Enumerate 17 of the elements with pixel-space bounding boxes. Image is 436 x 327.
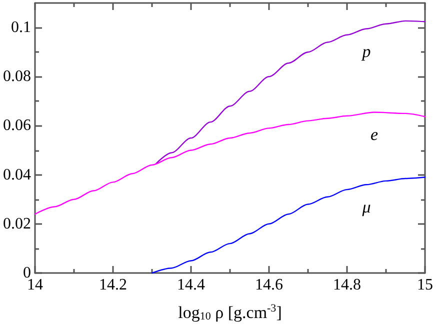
x-tick-label: 14.2	[99, 276, 127, 294]
x-tick-label: 14	[27, 276, 43, 294]
x-tick-label: 14.6	[255, 276, 283, 294]
line-series	[151, 176, 426, 274]
x-tick-label: 14.4	[177, 276, 205, 294]
y-tick-label: 0.02	[3, 215, 31, 232]
x-tick-label: 14.8	[333, 276, 361, 294]
y-tick-label: 0.06	[3, 117, 31, 134]
series-label: μ	[361, 198, 371, 217]
y-tick-label: 0.1	[11, 19, 31, 36]
series-label: p	[361, 42, 371, 61]
line-series	[155, 20, 426, 164]
y-tick-label: 0.08	[3, 68, 31, 86]
y-tick-label: 0.04	[3, 166, 31, 184]
series-label: e	[370, 125, 379, 144]
x-tick-label: 15	[417, 276, 433, 294]
line-series	[34, 112, 426, 215]
